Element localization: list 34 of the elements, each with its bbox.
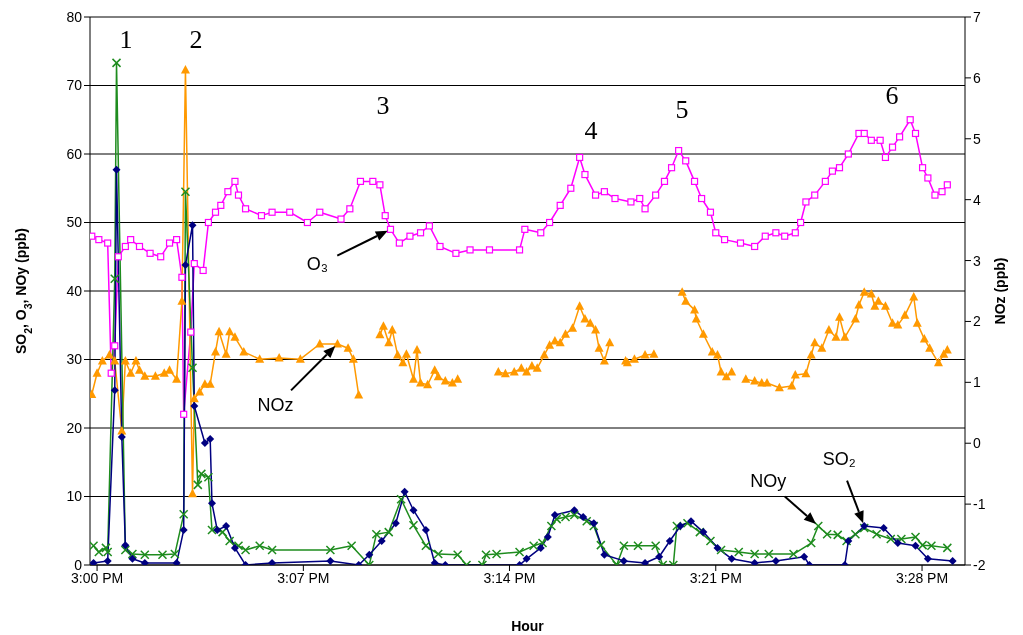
series-label: O₃ — [306, 254, 329, 275]
annotation: 3 — [376, 90, 390, 120]
annotation: 5 — [675, 94, 689, 124]
annotation: 4 — [584, 115, 598, 145]
y2-tick-label: 6 — [973, 69, 981, 86]
y-tick-label: 20 — [66, 419, 83, 436]
y-tick-label: 10 — [66, 488, 83, 505]
x-tick-label: 3:28 PM — [895, 569, 949, 586]
y-tick-label: 50 — [66, 214, 83, 231]
y2-tick-label: 3 — [973, 252, 981, 269]
y2-tick-label: 1 — [973, 374, 981, 391]
y2-tick-label: 0 — [973, 435, 981, 452]
x-tick-label: 3:07 PM — [277, 569, 330, 586]
y-tick-label: 70 — [66, 77, 83, 94]
x-tick-label: 3:14 PM — [483, 569, 536, 586]
y-tick-label: 30 — [66, 351, 83, 368]
y-tick-label: 40 — [66, 282, 83, 299]
x-axis-title: Hour — [511, 618, 545, 634]
y2-axis-title: NOz (ppb) — [992, 257, 1008, 325]
text: NOy — [750, 470, 787, 491]
annotation: 6 — [885, 80, 899, 110]
y2-tick-label: 5 — [973, 130, 981, 147]
y2-tick-label: 4 — [973, 191, 981, 208]
series-label: NOz — [257, 394, 294, 415]
y2-tick-label: 7 — [973, 8, 981, 25]
y2-tick-label: -2 — [973, 556, 986, 573]
annotation: 2 — [189, 24, 203, 54]
y2-tick-label: -1 — [973, 496, 986, 513]
x-tick-label: 3:21 PM — [689, 569, 742, 586]
y2-tick-label: 2 — [973, 313, 981, 330]
text: SO₂ — [822, 448, 856, 469]
annotation: 1 — [119, 24, 133, 54]
y-tick-label: 80 — [66, 8, 83, 25]
y-tick-label: 60 — [66, 145, 83, 162]
